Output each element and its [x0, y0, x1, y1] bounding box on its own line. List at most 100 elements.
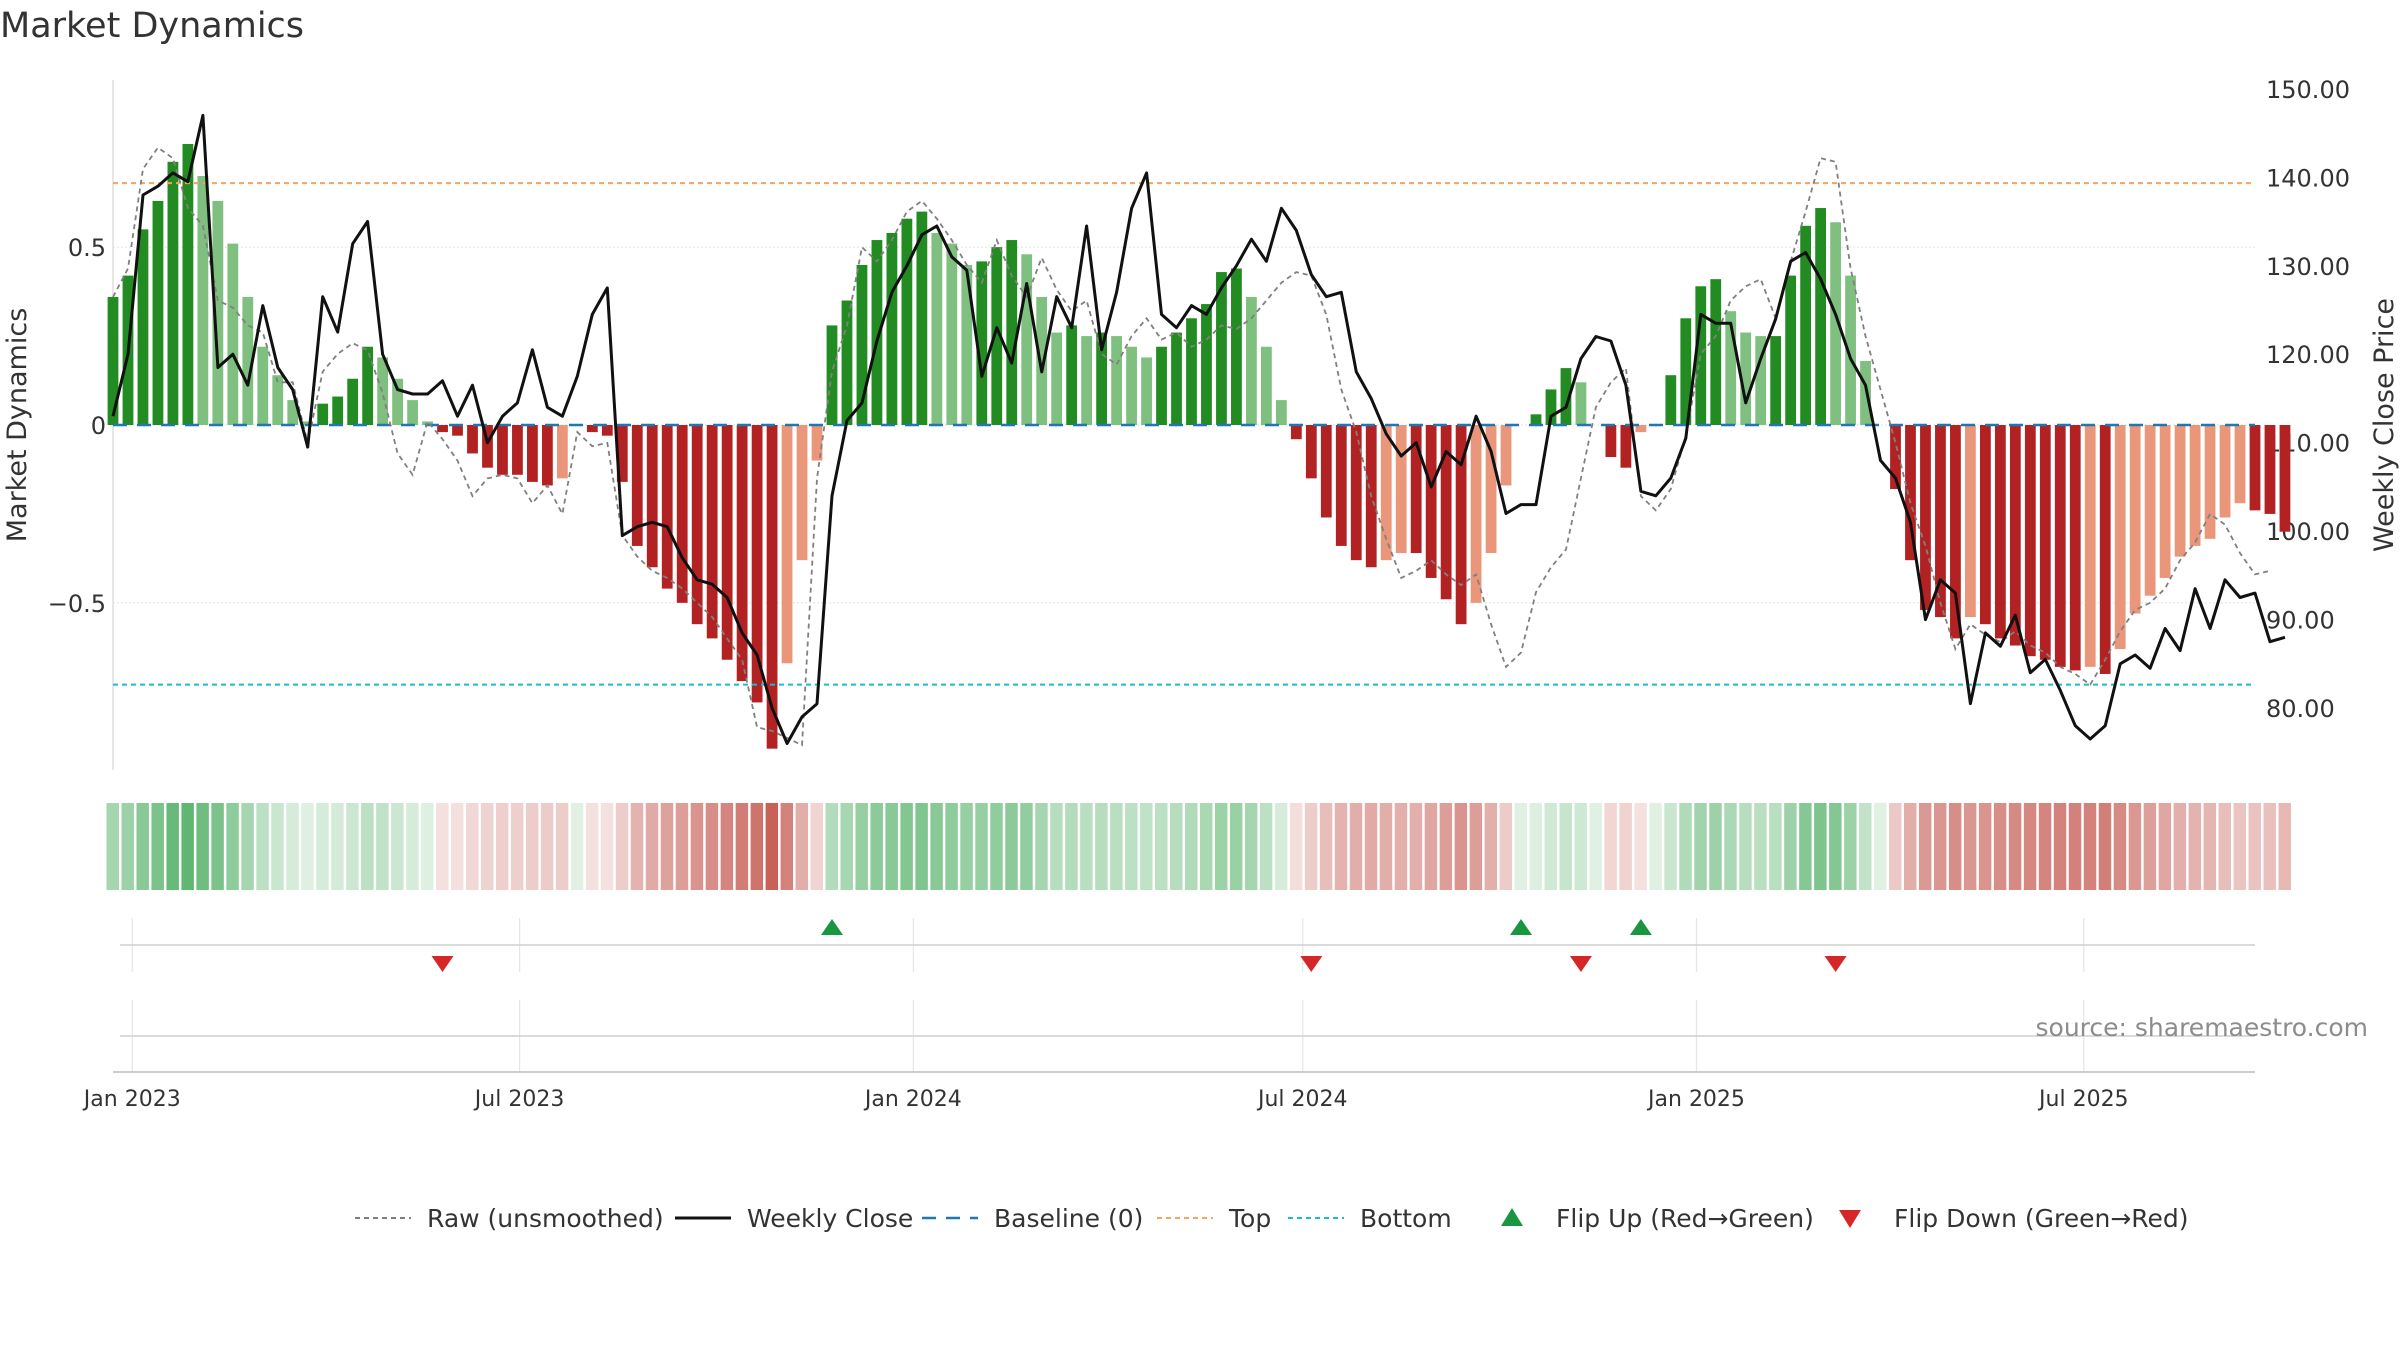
flip-up-marker — [1510, 919, 1533, 935]
heat-strip-cell — [316, 803, 329, 890]
legend-label: Top — [1228, 1204, 1271, 1233]
dynamics-bar — [751, 425, 763, 703]
heat-strip-cell — [600, 803, 614, 890]
heat-strip-cell — [1499, 803, 1513, 890]
dynamics-bar — [2024, 425, 2036, 657]
heat-strip-cell — [2023, 803, 2037, 890]
dynamics-bar — [2264, 425, 2276, 514]
dynamics-bar — [437, 425, 448, 433]
dynamics-bar — [706, 425, 718, 639]
dynamics-bar — [1920, 425, 1931, 610]
dynamics-bar — [1485, 425, 1497, 554]
dynamics-bar — [1350, 425, 1362, 561]
dynamics-bar — [961, 264, 973, 425]
heat-strip-cell — [1125, 803, 1138, 890]
dynamics-bar — [497, 425, 508, 475]
legend-label: Baseline (0) — [994, 1204, 1143, 1233]
heat-strip-cell — [1829, 803, 1842, 890]
chart-title: Market Dynamics — [0, 6, 304, 46]
heat-strip-cell — [1694, 803, 1707, 890]
dynamics-bar — [1994, 425, 2006, 639]
dynamics-bar — [2174, 425, 2186, 557]
dynamics-bar — [1950, 425, 1961, 639]
dynamics-bar — [392, 378, 403, 425]
dynamics-bar — [1021, 254, 1033, 425]
heat-strip-cell — [840, 803, 853, 890]
heat-strip-cell — [975, 803, 988, 890]
heat-strip-cell — [1394, 803, 1408, 890]
y-left-tick-label: 0.5 — [68, 234, 106, 262]
x-tick-label: Jul 2024 — [1256, 1087, 1348, 1112]
heat-strip-cell — [1319, 803, 1333, 890]
heat-strip-cell — [645, 803, 659, 890]
dynamics-bar — [2189, 425, 2201, 546]
dynamics-bar — [1800, 225, 1812, 425]
dynamics-bar — [781, 425, 793, 664]
heat-strip-cell — [1229, 803, 1243, 890]
heat-strip-cell — [1664, 803, 1677, 890]
dynamics-bar — [1890, 425, 1901, 490]
source-label: source: sharemaestro.com — [2036, 1013, 2369, 1042]
heat-strip-cell — [630, 803, 644, 890]
dynamics-bar — [407, 400, 418, 425]
heat-strip-cell — [480, 803, 494, 890]
heat-strip-cell — [1274, 803, 1288, 890]
dynamics-bar — [1410, 425, 1422, 554]
heat-strip-cell — [1963, 803, 1977, 890]
y-left-tick-label: 0 — [91, 412, 106, 440]
heat-strip-cell — [945, 803, 958, 890]
dynamics-bar — [1320, 425, 1332, 518]
heat-strip-cell — [2263, 803, 2276, 890]
heat-strip-cell — [1469, 803, 1483, 890]
dynamics-bar — [257, 346, 269, 425]
legend-label: Flip Down (Green→Red) — [1894, 1204, 2189, 1233]
heat-strip-cell — [1155, 803, 1168, 890]
heat-strip-panel — [106, 803, 2291, 890]
dynamics-bar — [1186, 318, 1197, 425]
dynamics-bar — [1216, 272, 1227, 425]
heat-strip-cell — [750, 803, 764, 890]
heat-strip-cell — [570, 803, 584, 890]
heat-strip-cell — [1769, 803, 1782, 890]
dynamics-bar — [1455, 425, 1467, 625]
dynamics-bar — [1231, 268, 1242, 425]
heat-strip-cell — [510, 803, 524, 890]
dynamics-bar — [1156, 346, 1167, 425]
heat-strip-cell — [1439, 803, 1453, 890]
dynamics-bar — [1620, 425, 1632, 468]
dynamics-bar — [871, 240, 883, 425]
dynamics-bar — [1335, 425, 1347, 546]
heat-strip-cell — [1574, 803, 1587, 890]
heat-strip-cell — [705, 803, 719, 890]
dynamics-bar — [1545, 389, 1557, 425]
heat-strip-cell — [1649, 803, 1662, 890]
heat-strip-cell — [2248, 803, 2261, 890]
dynamics-bar — [946, 243, 958, 425]
heat-strip-cell — [196, 803, 209, 890]
heat-strip-cell — [211, 803, 224, 890]
dynamics-bar — [482, 425, 493, 468]
dynamics-bar — [976, 261, 988, 425]
heat-strip-cell — [1544, 803, 1557, 890]
flip-up-marker — [820, 919, 843, 935]
y-right-tick-label: 120.00 — [2266, 341, 2350, 369]
heat-strip-cell — [2083, 803, 2097, 890]
dynamics-bar — [1815, 208, 1827, 425]
heat-strip-cell — [2158, 803, 2172, 890]
heat-strip-cell — [2038, 803, 2052, 890]
heat-strip-cell — [1110, 803, 1123, 890]
x-tick-label: Jan 2024 — [863, 1087, 962, 1112]
heat-strip-cell — [1874, 803, 1887, 890]
dynamics-bar — [1425, 425, 1437, 578]
dynamics-bar — [347, 378, 359, 425]
dynamics-bar — [1560, 368, 1572, 425]
dynamics-bar — [1740, 332, 1752, 425]
dynamics-bar — [2159, 425, 2171, 578]
heat-strip-cell — [1349, 803, 1363, 890]
dynamics-bar — [856, 264, 868, 425]
weekly-close-line — [111, 113, 2286, 745]
dynamics-bar — [676, 425, 688, 603]
dynamics-bar — [1530, 414, 1542, 425]
dynamics-bar — [1605, 425, 1617, 458]
y-left-tick-label: −0.5 — [48, 590, 106, 618]
